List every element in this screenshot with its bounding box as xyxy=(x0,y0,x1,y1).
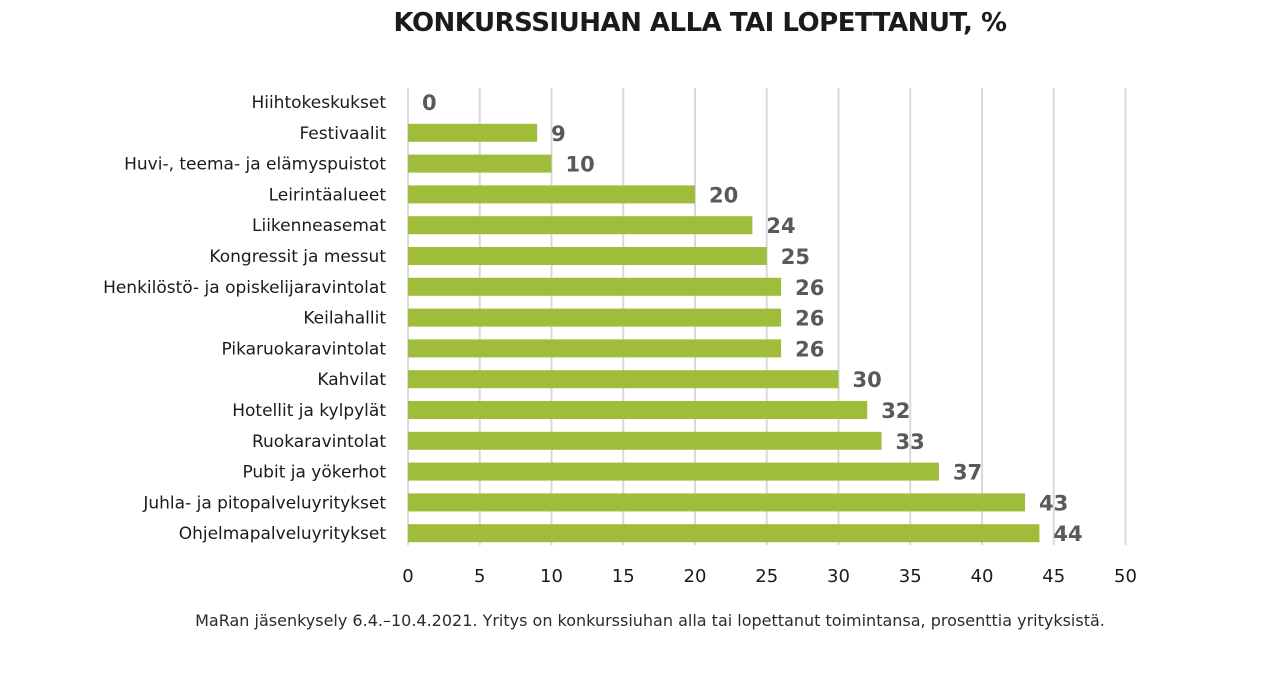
x-tick-label: 5 xyxy=(474,566,485,587)
bar xyxy=(408,185,695,204)
value-label: 20 xyxy=(709,183,738,207)
x-tick-label: 45 xyxy=(1042,566,1065,587)
x-tick-label: 35 xyxy=(899,566,922,587)
category-label: Hotellit ja kylpylät xyxy=(232,401,386,421)
value-label: 26 xyxy=(795,307,824,331)
x-tick-label: 30 xyxy=(827,566,850,587)
bar xyxy=(408,154,552,173)
category-label: Ruokaravintolat xyxy=(252,432,386,452)
category-label: Henkilöstö- ja opiskelijaravintolat xyxy=(103,278,386,298)
bar xyxy=(408,123,538,142)
category-label: Huvi-, teema- ja elämyspuistot xyxy=(124,155,386,175)
value-label: 9 xyxy=(551,122,566,146)
chart-source-note: MaRan jäsenkysely 6.4.–10.4.2021. Yritys… xyxy=(195,611,1105,630)
category-label: Hiihtokeskukset xyxy=(251,93,386,113)
category-label: Pikaruokaravintolat xyxy=(221,339,386,359)
bar xyxy=(408,308,782,327)
category-label: Kongressit ja messut xyxy=(209,247,386,267)
category-label: Juhla- ja pitopalveluyritykset xyxy=(142,493,386,513)
category-label: Festivaalit xyxy=(299,124,386,144)
value-label: 44 xyxy=(1053,522,1082,546)
bar-chart: Hiihtokeskukset Festivaalit Huvi-, teema- … xyxy=(103,88,1137,587)
value-label: 25 xyxy=(781,245,810,269)
value-label: 43 xyxy=(1039,491,1068,515)
value-label: 30 xyxy=(853,368,882,392)
x-tick-label: 20 xyxy=(684,566,707,587)
x-tick-label: 50 xyxy=(1114,566,1137,587)
bar xyxy=(408,524,1040,543)
bars xyxy=(408,123,1040,543)
category-label: Pubit ja yökerhot xyxy=(242,463,386,483)
x-tick-label: 25 xyxy=(755,566,778,587)
bar xyxy=(408,277,782,296)
value-labels: 0 910 20 24 25 26 26 26 30 32 33 37 43 44 xyxy=(422,91,1083,546)
bar xyxy=(408,339,782,358)
category-labels: Hiihtokeskukset Festivaalit Huvi-, teema- … xyxy=(103,93,386,544)
x-tick-label: 15 xyxy=(612,566,635,587)
value-label: 24 xyxy=(766,214,795,238)
value-label: 0 xyxy=(422,91,437,115)
x-axis-tick-labels: 0 5 10 15 20 25 30 35 40 45 50 xyxy=(402,566,1137,587)
category-label: Ohjelmapalveluyritykset xyxy=(179,524,387,544)
category-label: Liikenneasemat xyxy=(252,216,386,236)
bar xyxy=(408,401,868,419)
value-label: 26 xyxy=(795,276,824,300)
category-label: Keilahallit xyxy=(303,309,386,329)
bar xyxy=(408,431,882,450)
value-label: 10 xyxy=(566,153,595,177)
value-label: 33 xyxy=(896,430,925,454)
value-label: 26 xyxy=(795,337,824,361)
bar xyxy=(408,216,753,235)
bar xyxy=(408,493,1026,512)
chart-title: KONKURSSIUHAN ALLA TAI LOPETTANUT, % xyxy=(393,8,1007,38)
category-label: Kahvilat xyxy=(317,370,386,390)
bar xyxy=(408,247,767,265)
category-label: Leirintäalueet xyxy=(269,185,387,205)
value-label: 37 xyxy=(953,461,982,485)
x-tick-label: 10 xyxy=(540,566,563,587)
bar xyxy=(408,370,839,389)
x-tick-label: 40 xyxy=(971,566,994,587)
bar xyxy=(408,462,939,481)
x-tick-label: 0 xyxy=(402,566,413,587)
value-label: 32 xyxy=(881,399,910,423)
